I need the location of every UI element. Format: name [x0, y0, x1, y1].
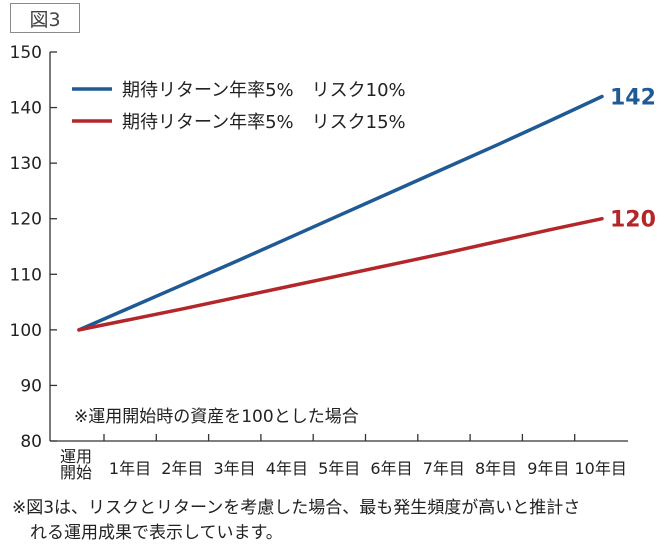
- legend-label-2: 期待リターン年率5% リスク15%: [122, 112, 406, 133]
- figure-tag: 図3: [10, 3, 80, 33]
- y-tick-label: 140: [10, 99, 42, 119]
- footnote: ※図3は、リスクとリターンを考慮した場合、最も発生頻度が高いと推計さ れる運用成…: [12, 496, 662, 546]
- y-tick-label: 100: [10, 321, 42, 341]
- y-tick-label: 150: [10, 43, 42, 63]
- series-layer: 142 120: [77, 85, 656, 332]
- y-tick-label: 130: [10, 154, 42, 174]
- x-tick-label: 2年目: [161, 459, 203, 478]
- footnote-line-1: ※図3は、リスクとリターンを考慮した場合、最も発生頻度が高いと推計さ: [12, 498, 581, 518]
- x-axis: 運用開始 1年目 2年目 3年目 4年目 5年目 6年目 7年目 8年目 9年目 10年目: [50, 434, 628, 482]
- x-tick-label: 6年目: [370, 459, 412, 478]
- x-tick-label: 5年目: [318, 459, 360, 478]
- line-chart: 80 90 100 110 120 130 140 150 運用開始 1年目 2年目 3年目 4年目 5…: [10, 43, 656, 482]
- x-tick-label: 運用開始: [60, 447, 92, 482]
- series-line-2: [77, 216, 604, 332]
- x-tick-label: 9年目: [527, 459, 569, 478]
- x-tick-label: 1年目: [109, 459, 151, 478]
- x-tick-label: 7年目: [423, 459, 465, 478]
- series-line-1: [77, 94, 604, 332]
- x-tick-label: 3年目: [214, 459, 256, 478]
- chart-annotation: ※運用開始時の資産を100とした場合: [74, 407, 359, 427]
- y-tick-label: 110: [10, 265, 42, 285]
- y-tick-label: 90: [20, 376, 42, 396]
- series-end-label-2: 120: [610, 208, 656, 233]
- series-end-label-1: 142: [610, 85, 656, 110]
- x-tick-label: 4年目: [266, 459, 308, 478]
- x-tick-label: 8年目: [475, 459, 517, 478]
- x-tick-label: 10年目: [575, 459, 627, 478]
- y-tick-label: 120: [10, 210, 42, 230]
- y-axis: 80 90 100 110 120 130 140 150: [10, 43, 57, 452]
- footnote-line-2: れる運用成果で表示しています。: [30, 523, 283, 543]
- legend-label-1: 期待リターン年率5% リスク10%: [122, 80, 406, 101]
- legend: 期待リターン年率5% リスク10% 期待リターン年率5% リスク15%: [72, 80, 406, 133]
- y-tick-label: 80: [20, 432, 42, 452]
